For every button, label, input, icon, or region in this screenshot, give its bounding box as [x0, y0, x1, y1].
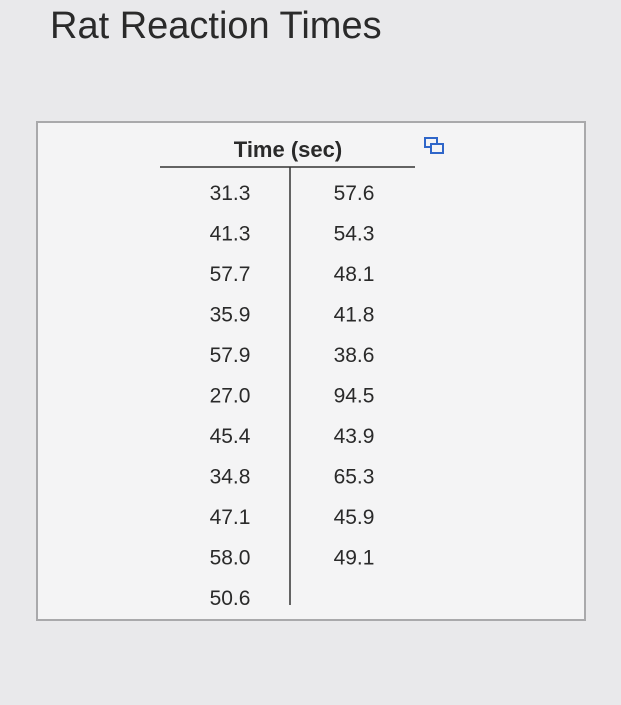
page-title: Rat Reaction Times [50, 5, 382, 47]
table-cell: 57.6 [334, 182, 375, 205]
table-cell: 48.1 [334, 263, 375, 286]
table-cell: 94.5 [334, 385, 375, 408]
table-cell: 57.7 [210, 263, 251, 286]
table-cell: 45.9 [334, 506, 375, 529]
table-cells: 31.3 41.3 57.7 35.9 57.9 27.0 45.4 34.8 47.1 58.0… [210, 182, 375, 610]
table-cell: 38.6 [334, 344, 375, 367]
table-cell: 54.3 [334, 223, 375, 246]
table-cell: 49.1 [334, 547, 375, 570]
table-cell: 43.9 [334, 425, 375, 448]
table-cell: 41.3 [210, 223, 251, 246]
table-cell: 47.1 [210, 506, 251, 529]
table-cell: 31.3 [210, 182, 251, 205]
copy-icon[interactable] [424, 137, 444, 154]
table-cell: 58.0 [210, 547, 251, 570]
table-cell: 57.9 [210, 344, 251, 367]
icon-front [430, 143, 444, 154]
table-cell: 41.8 [334, 304, 375, 327]
table-cell: 50.6 [210, 587, 251, 610]
table-cell: 45.4 [210, 425, 251, 448]
table-cell: 65.3 [334, 466, 375, 489]
table-box [36, 121, 586, 621]
table-header: Time (sec) [234, 137, 342, 162]
table-cell: 27.0 [210, 385, 251, 408]
table-cell: 34.8 [210, 466, 251, 489]
table-cell: 35.9 [210, 304, 251, 327]
